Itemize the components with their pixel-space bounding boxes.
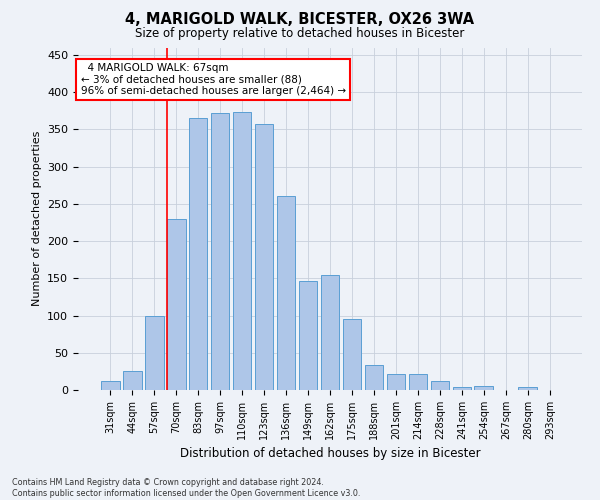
Bar xyxy=(277,196,295,390)
Bar xyxy=(365,366,383,390)
Bar xyxy=(101,381,119,390)
X-axis label: Distribution of detached houses by size in Bicester: Distribution of detached houses by size … xyxy=(179,448,481,460)
Bar xyxy=(343,320,361,390)
Text: 4 MARIGOLD WALK: 67sqm
← 3% of detached houses are smaller (88)
96% of semi-deta: 4 MARIGOLD WALK: 67sqm ← 3% of detached … xyxy=(80,63,346,96)
Bar xyxy=(233,112,251,390)
Text: 4, MARIGOLD WALK, BICESTER, OX26 3WA: 4, MARIGOLD WALK, BICESTER, OX26 3WA xyxy=(125,12,475,28)
Bar xyxy=(475,386,493,390)
Bar xyxy=(452,387,471,390)
Text: Contains HM Land Registry data © Crown copyright and database right 2024.
Contai: Contains HM Land Registry data © Crown c… xyxy=(12,478,361,498)
Y-axis label: Number of detached properties: Number of detached properties xyxy=(32,131,41,306)
Bar xyxy=(145,316,164,390)
Bar xyxy=(123,370,142,390)
Bar xyxy=(299,280,317,390)
Bar xyxy=(386,374,405,390)
Bar xyxy=(518,387,537,390)
Text: Size of property relative to detached houses in Bicester: Size of property relative to detached ho… xyxy=(136,28,464,40)
Bar xyxy=(409,374,427,390)
Bar xyxy=(211,113,229,390)
Bar xyxy=(255,124,274,390)
Bar xyxy=(431,381,449,390)
Bar xyxy=(167,219,185,390)
Bar xyxy=(320,276,340,390)
Bar xyxy=(189,118,208,390)
